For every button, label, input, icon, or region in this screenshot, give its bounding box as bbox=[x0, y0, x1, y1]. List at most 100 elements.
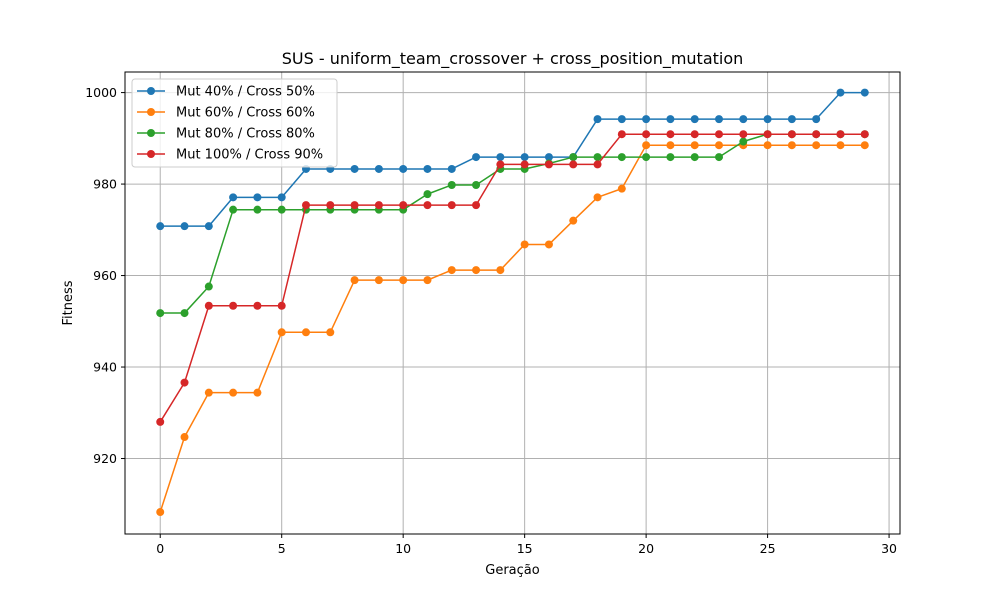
data-point bbox=[277, 193, 286, 202]
data-point bbox=[350, 201, 359, 210]
data-point bbox=[642, 130, 651, 139]
data-point bbox=[666, 141, 675, 150]
data-point bbox=[301, 201, 310, 210]
x-tick-label: 10 bbox=[395, 541, 411, 556]
y-tick-label: 920 bbox=[93, 451, 117, 466]
data-point bbox=[253, 388, 262, 397]
data-point bbox=[326, 328, 335, 337]
data-point bbox=[496, 266, 505, 275]
x-tick-label: 25 bbox=[760, 541, 776, 556]
data-point bbox=[690, 141, 699, 150]
legend-marker bbox=[147, 150, 155, 158]
series-line bbox=[159, 133, 865, 423]
plot-frame bbox=[124, 71, 901, 535]
data-point bbox=[520, 153, 529, 162]
legend-marker bbox=[147, 87, 155, 95]
data-point bbox=[617, 115, 626, 124]
data-point bbox=[642, 141, 651, 150]
data-point bbox=[447, 180, 456, 189]
data-point bbox=[496, 153, 505, 162]
data-point bbox=[787, 115, 796, 124]
data-point bbox=[204, 388, 213, 397]
y-axis-label: Fitness bbox=[61, 280, 76, 325]
chart-title: SUS - uniform_team_crossover + cross_pos… bbox=[282, 49, 744, 69]
data-point bbox=[350, 164, 359, 173]
data-point bbox=[156, 222, 165, 231]
data-point bbox=[690, 130, 699, 139]
data-point bbox=[569, 153, 578, 162]
data-point bbox=[180, 433, 189, 442]
data-point bbox=[593, 193, 602, 202]
data-point bbox=[180, 222, 189, 231]
data-point bbox=[836, 130, 845, 139]
data-point bbox=[860, 141, 869, 150]
data-point bbox=[715, 130, 724, 139]
data-point bbox=[593, 153, 602, 162]
data-point bbox=[787, 141, 796, 150]
legend-item: Mut 80% / Cross 80% bbox=[137, 127, 315, 142]
data-point bbox=[763, 141, 772, 150]
legend-marker bbox=[147, 129, 155, 137]
data-point bbox=[472, 153, 481, 162]
data-point bbox=[739, 115, 748, 124]
x-tick-label: 0 bbox=[156, 541, 164, 556]
data-point bbox=[253, 205, 262, 214]
data-point bbox=[617, 130, 626, 139]
data-point bbox=[715, 115, 724, 124]
data-point bbox=[642, 153, 651, 162]
legend-label: Mut 60% / Cross 60% bbox=[176, 106, 315, 121]
data-point bbox=[374, 164, 383, 173]
data-point bbox=[812, 115, 821, 124]
data-point bbox=[544, 160, 553, 169]
data-point bbox=[253, 193, 262, 202]
data-point bbox=[423, 164, 432, 173]
data-point bbox=[156, 508, 165, 517]
data-point bbox=[715, 141, 724, 150]
series-line bbox=[159, 144, 865, 513]
data-point bbox=[593, 115, 602, 124]
data-point bbox=[301, 328, 310, 337]
x-tick-label: 30 bbox=[881, 541, 897, 556]
plot-series bbox=[156, 88, 869, 517]
data-point bbox=[472, 180, 481, 189]
data-point bbox=[593, 160, 602, 169]
data-point bbox=[472, 201, 481, 210]
y-tick-label: 980 bbox=[93, 177, 117, 192]
data-point bbox=[399, 276, 408, 285]
data-point bbox=[666, 115, 675, 124]
data-point bbox=[423, 201, 432, 210]
data-point bbox=[544, 240, 553, 249]
data-point bbox=[253, 301, 262, 310]
data-point bbox=[156, 309, 165, 318]
data-point bbox=[763, 130, 772, 139]
data-point bbox=[690, 115, 699, 124]
legend-label: Mut 80% / Cross 80% bbox=[176, 127, 315, 142]
data-point bbox=[423, 276, 432, 285]
data-point bbox=[715, 153, 724, 162]
data-point bbox=[739, 130, 748, 139]
data-point bbox=[180, 309, 189, 318]
data-point bbox=[739, 137, 748, 146]
y-tick-label: 940 bbox=[93, 360, 117, 375]
legend-item: Mut 60% / Cross 60% bbox=[137, 106, 315, 121]
data-point bbox=[399, 201, 408, 210]
data-point bbox=[229, 205, 238, 214]
x-tick-label: 15 bbox=[517, 541, 533, 556]
x-axis-label: Geração bbox=[485, 563, 539, 578]
data-point bbox=[350, 276, 359, 285]
data-point bbox=[787, 130, 796, 139]
data-point bbox=[617, 184, 626, 193]
series-line bbox=[160, 91, 865, 227]
data-point bbox=[860, 130, 869, 139]
legend-label: Mut 100% / Cross 90% bbox=[176, 148, 323, 163]
data-point bbox=[229, 388, 238, 397]
data-point bbox=[374, 276, 383, 285]
data-point bbox=[399, 164, 408, 173]
data-point bbox=[374, 201, 383, 210]
data-point bbox=[229, 301, 238, 310]
data-point bbox=[423, 190, 432, 199]
data-point bbox=[812, 141, 821, 150]
legend-marker bbox=[147, 108, 155, 116]
y-tick-label: 1000 bbox=[85, 85, 117, 100]
